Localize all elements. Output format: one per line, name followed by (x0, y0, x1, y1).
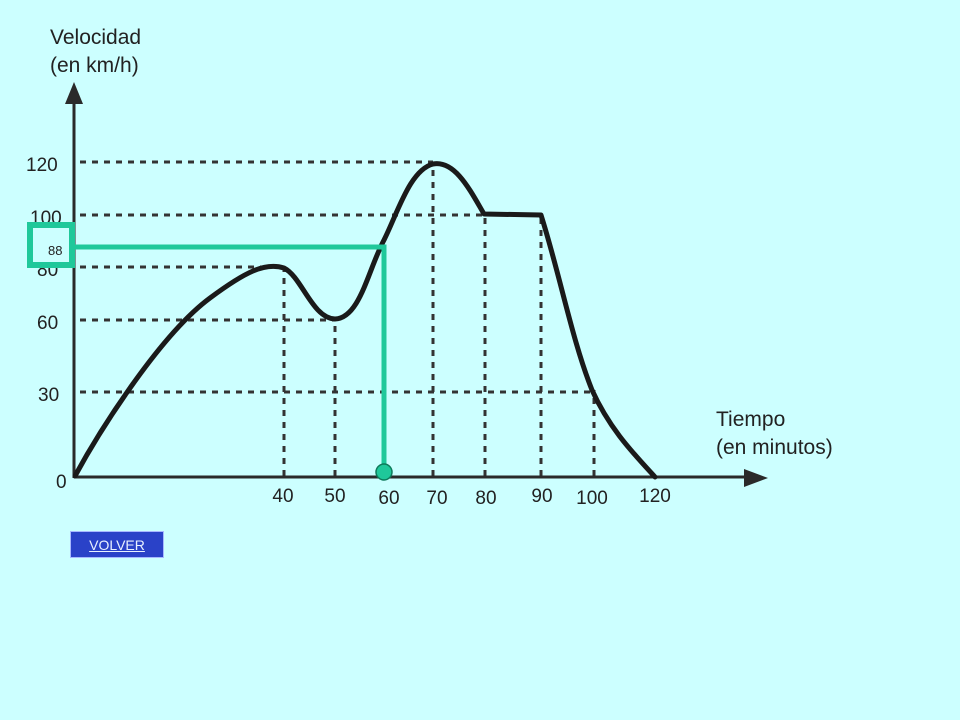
x-tick-label-60: 60 (378, 488, 399, 509)
x-tick-label-90: 90 (531, 486, 552, 507)
x-axis-arrow-icon (744, 469, 768, 487)
y-axis (65, 82, 83, 478)
origin-label: 0 (56, 472, 67, 493)
highlight-point (375, 463, 393, 481)
x-axis-title-line2: (en minutos) (716, 436, 833, 459)
x-tick-label-80: 80 (475, 488, 496, 509)
y-tick-label-30: 30 (38, 385, 59, 406)
y-axis-arrow-icon (65, 82, 83, 104)
gridlines (80, 160, 596, 476)
speed-curve (72, 161, 658, 480)
y-axis-title-line1: Velocidad (50, 26, 141, 49)
x-axis-title-line1: Tiempo (716, 408, 785, 431)
x-tick-label-120: 120 (639, 486, 671, 507)
y-tick-label-120: 120 (26, 155, 58, 176)
x-tick-label-40: 40 (272, 486, 293, 507)
y-axis-title-line2: (en km/h) (50, 54, 139, 77)
volver-button[interactable]: VOLVER (70, 531, 164, 558)
highlight-box (27, 222, 75, 268)
x-axis (74, 469, 768, 487)
y-tick-label-60: 60 (37, 313, 58, 334)
x-tick-label-50: 50 (324, 486, 345, 507)
highlight-path (72, 244, 387, 470)
highlight-value: 88 (48, 243, 62, 258)
x-tick-labels: 40 50 60 70 80 90 100 120 (272, 486, 670, 509)
highlight-marker: 88 (27, 222, 393, 481)
x-tick-label-100: 100 (576, 488, 608, 509)
x-tick-label-70: 70 (426, 488, 447, 509)
